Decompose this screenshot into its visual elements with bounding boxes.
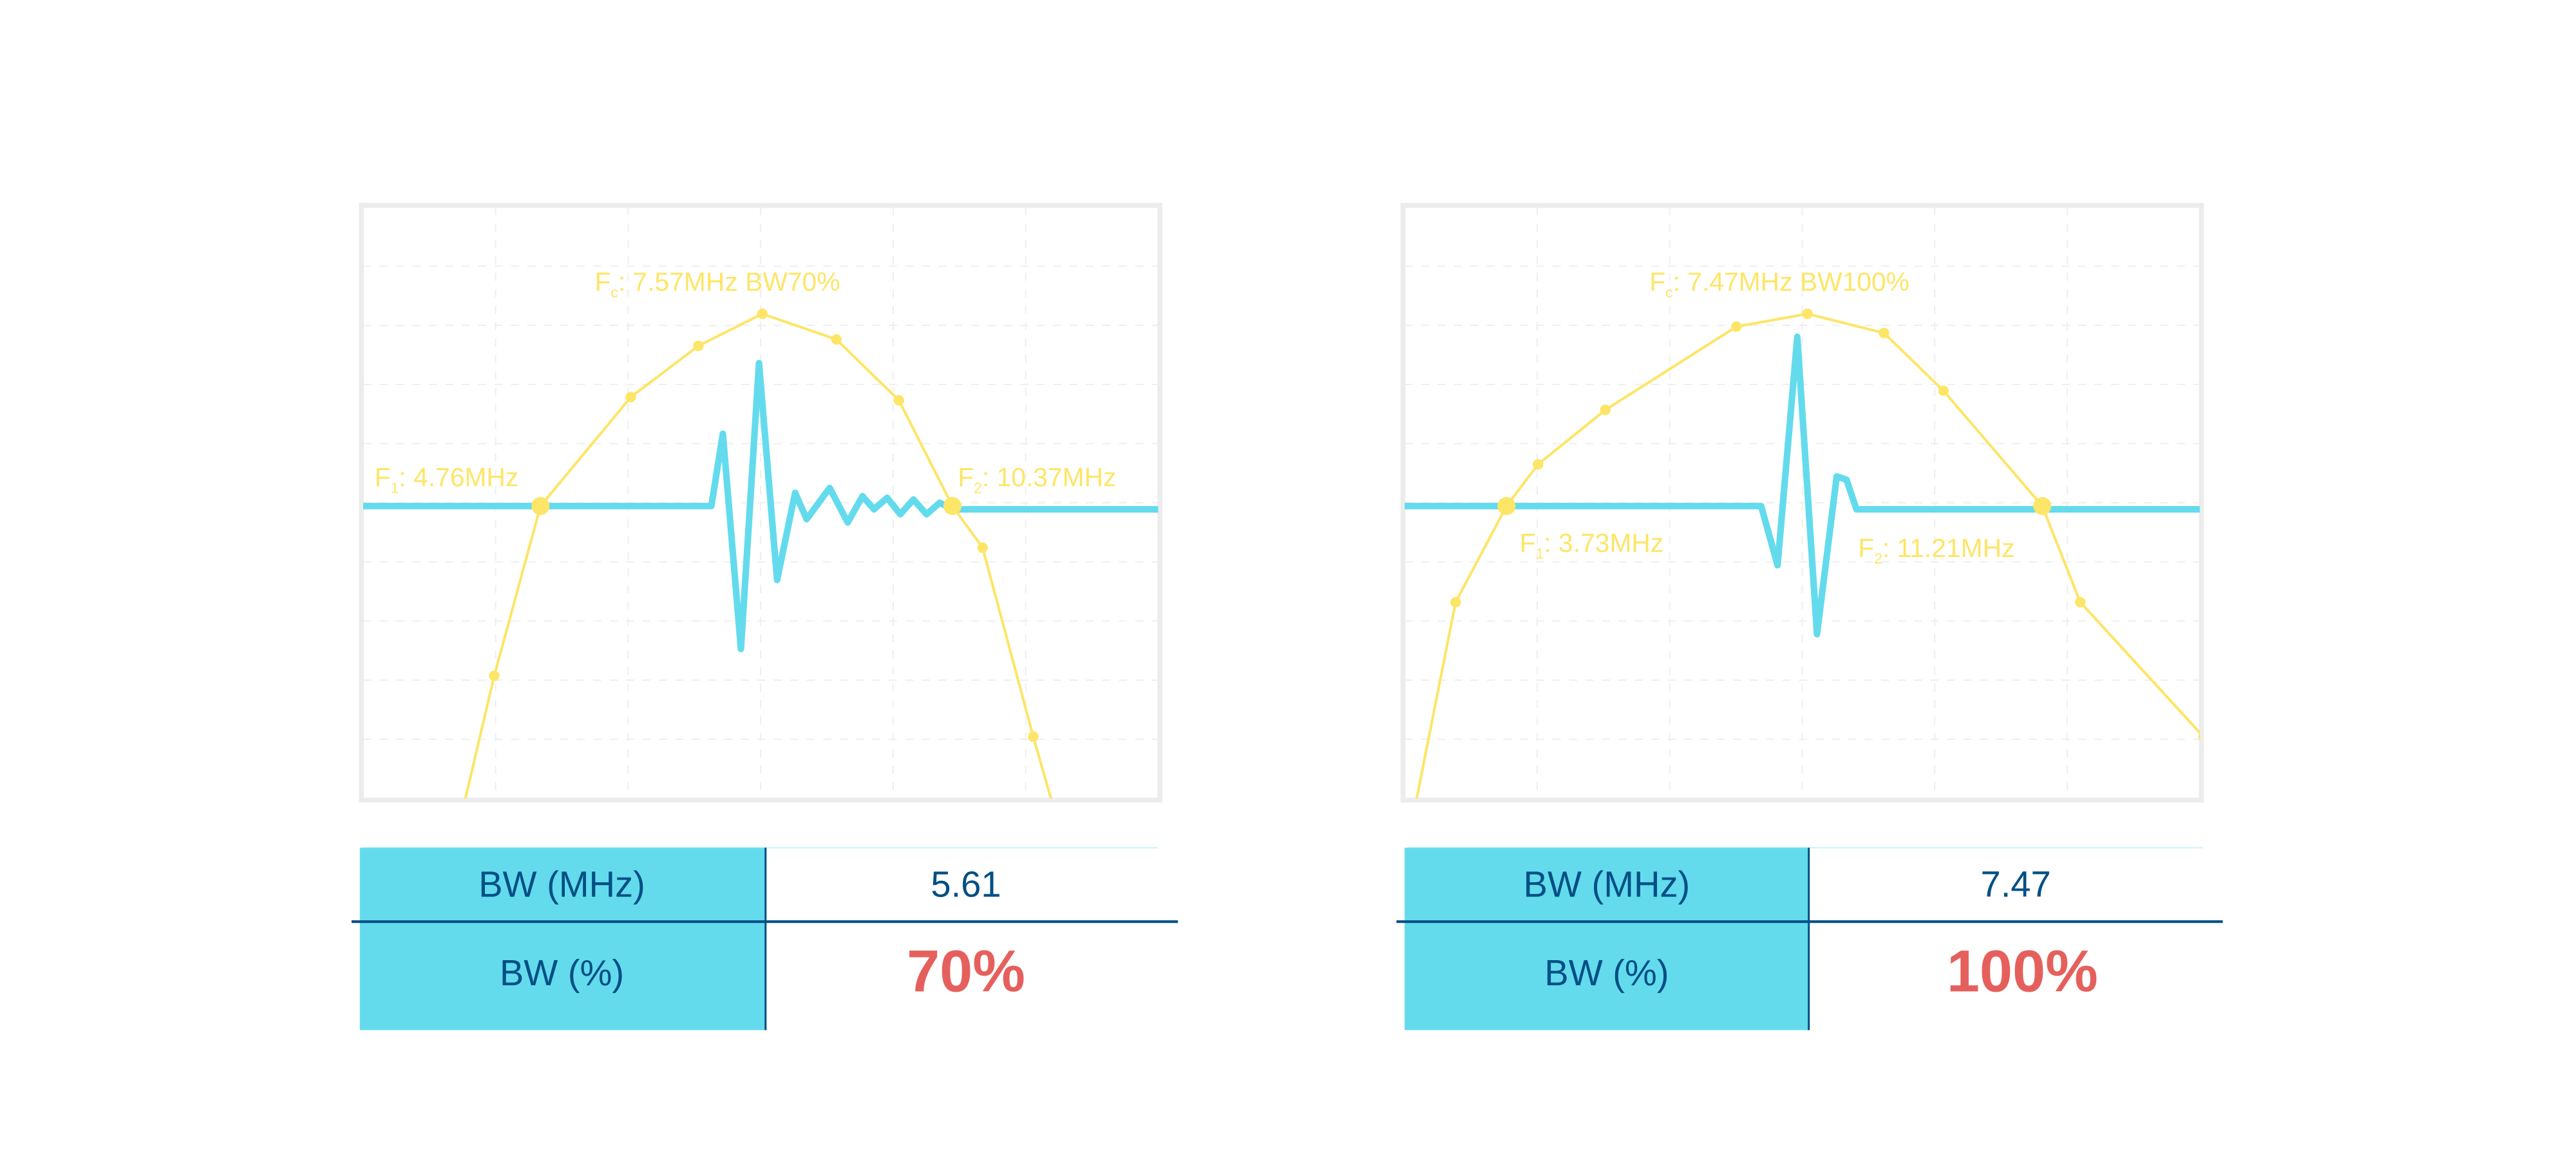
cutoff-marker xyxy=(943,497,962,515)
bw-mhz-value: 5.61 xyxy=(931,864,1001,904)
spectrum-line xyxy=(1415,312,2200,799)
spectrum-point xyxy=(977,542,988,553)
spectrum-point xyxy=(2075,596,2086,608)
spectrum-line xyxy=(464,312,1053,799)
chart-panel-1: Fc: 7.57MHz BW70% F1: 4.76MHz F2: 10.37M… xyxy=(351,203,1179,1030)
spectrum-point xyxy=(1938,385,1949,396)
spectrum-point xyxy=(757,308,768,319)
bandwidth-table-2: BW (MHz) 7.47 BW (%) 100% xyxy=(1396,847,2223,1030)
spectrum-series xyxy=(464,308,1053,799)
bandwidth-table-1: BW (MHz) 5.61 BW (%) 70% xyxy=(351,847,1179,1030)
f1-label: F1: 3.73MHz xyxy=(1520,528,1664,562)
bw-mhz-label: BW (MHz) xyxy=(1524,864,1690,904)
spectrum-point xyxy=(893,395,904,406)
table-header-cell xyxy=(359,847,766,1030)
spectrum-point xyxy=(1600,404,1611,415)
spectrum-point xyxy=(1731,321,1742,332)
table-header-cell xyxy=(1405,847,1809,1030)
bw-percent-value: 100% xyxy=(1947,939,2098,1005)
spectrum-point xyxy=(1802,308,1813,319)
f2-label: F2: 11.21MHz xyxy=(1858,533,2014,567)
f2-label: F2: 10.37MHz xyxy=(958,462,1116,496)
spectrum-point xyxy=(831,334,842,345)
f1-label: F1: 4.76MHz xyxy=(375,462,519,496)
bw-percent-value: 70% xyxy=(907,939,1025,1005)
fc-label: Fc: 7.57MHz BW70% xyxy=(594,267,840,301)
pulse-waveform xyxy=(1405,333,2200,638)
pulse-waveform xyxy=(363,359,1159,652)
bw-mhz-value: 7.47 xyxy=(1980,864,2050,904)
spectrum-point xyxy=(625,392,636,402)
cutoff-marker xyxy=(531,497,550,515)
spectrum-point xyxy=(1533,459,1544,470)
chart-panel-2: Fc: 7.47MHz BW100% F1: 3.73MHz F2: 11.21… xyxy=(1396,203,2223,1030)
cutoff-marker xyxy=(2033,497,2052,515)
spectrum-point xyxy=(693,340,704,352)
bw-percent-label: BW (%) xyxy=(500,952,624,993)
spectrum-point xyxy=(1028,731,1039,743)
spectrum-point xyxy=(1879,328,1889,339)
spectrum-series xyxy=(1415,308,2200,799)
spectrum-point xyxy=(1450,596,1461,608)
bw-percent-label: BW (%) xyxy=(1544,952,1669,993)
cutoff-marker xyxy=(1497,497,1516,515)
bw-mhz-label: BW (MHz) xyxy=(478,864,645,904)
spectrum-point xyxy=(489,670,500,681)
spectrum-point xyxy=(2198,733,2200,741)
fc-label: Fc: 7.47MHz BW100% xyxy=(1649,267,1909,301)
